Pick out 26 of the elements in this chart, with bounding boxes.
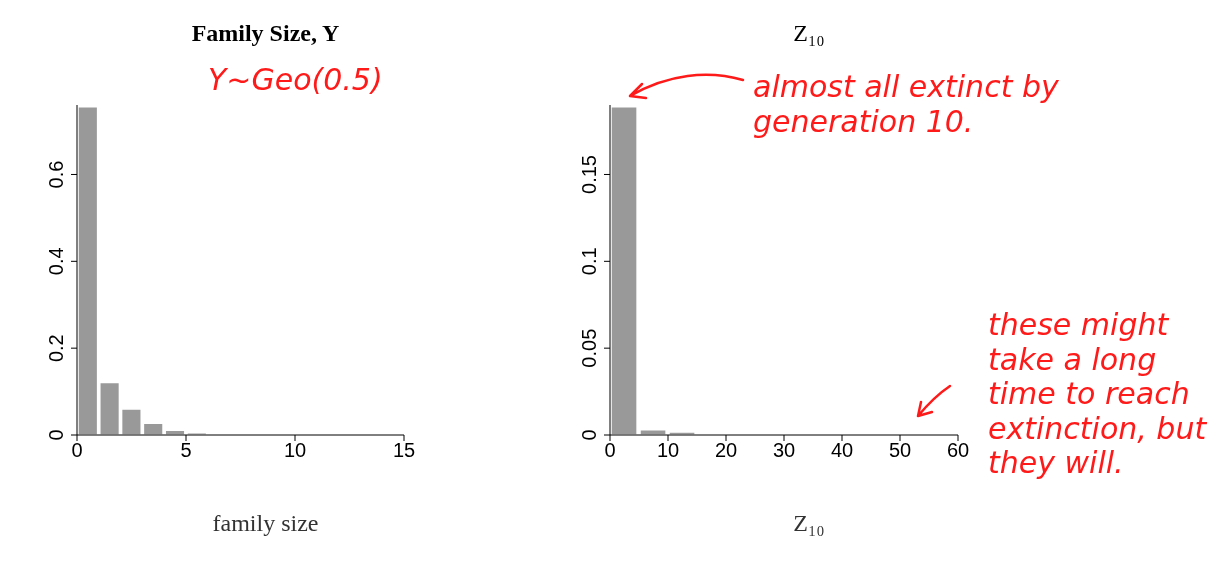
x-tick-label: 10 bbox=[656, 439, 680, 462]
x-tick-label: 5 bbox=[180, 439, 192, 462]
y-tick-label: 0.4 bbox=[45, 247, 67, 276]
x-tick-label: 20 bbox=[714, 439, 738, 462]
x-axis-title: Z₁₀ bbox=[792, 510, 826, 537]
x-tick-label: 50 bbox=[888, 439, 912, 462]
text: Y~Geo(0.5) bbox=[208, 62, 384, 98]
y-tick-label: 0 bbox=[45, 429, 67, 441]
x-tick-label: 0 bbox=[71, 439, 83, 462]
x-tick-label: 60 bbox=[946, 439, 970, 462]
chart-title: Z₁₀ bbox=[792, 20, 826, 47]
chart-title: Family Size, Y bbox=[190, 20, 341, 47]
y-tick-label: 0.6 bbox=[45, 160, 67, 189]
y-tick-label: 0.05 bbox=[578, 328, 600, 368]
y-tick-label: 0.15 bbox=[578, 155, 600, 194]
x-tick-label: 10 bbox=[283, 439, 307, 462]
x-axis-title: family size bbox=[211, 510, 320, 537]
y-tick-label: 0 bbox=[578, 429, 600, 441]
x-tick-label: 30 bbox=[772, 439, 796, 462]
x-tick-label: 40 bbox=[830, 439, 854, 462]
x-tick-label: 0 bbox=[604, 439, 616, 462]
y-tick-label: 0.2 bbox=[45, 334, 67, 363]
x-tick-label: 15 bbox=[392, 439, 416, 462]
text: these might take a long time to reach extinction, but they will. bbox=[988, 307, 1208, 481]
annotation: almost all extinct by generation 10. bbox=[753, 69, 1060, 139]
y-tick-label: 0.1 bbox=[578, 247, 600, 276]
